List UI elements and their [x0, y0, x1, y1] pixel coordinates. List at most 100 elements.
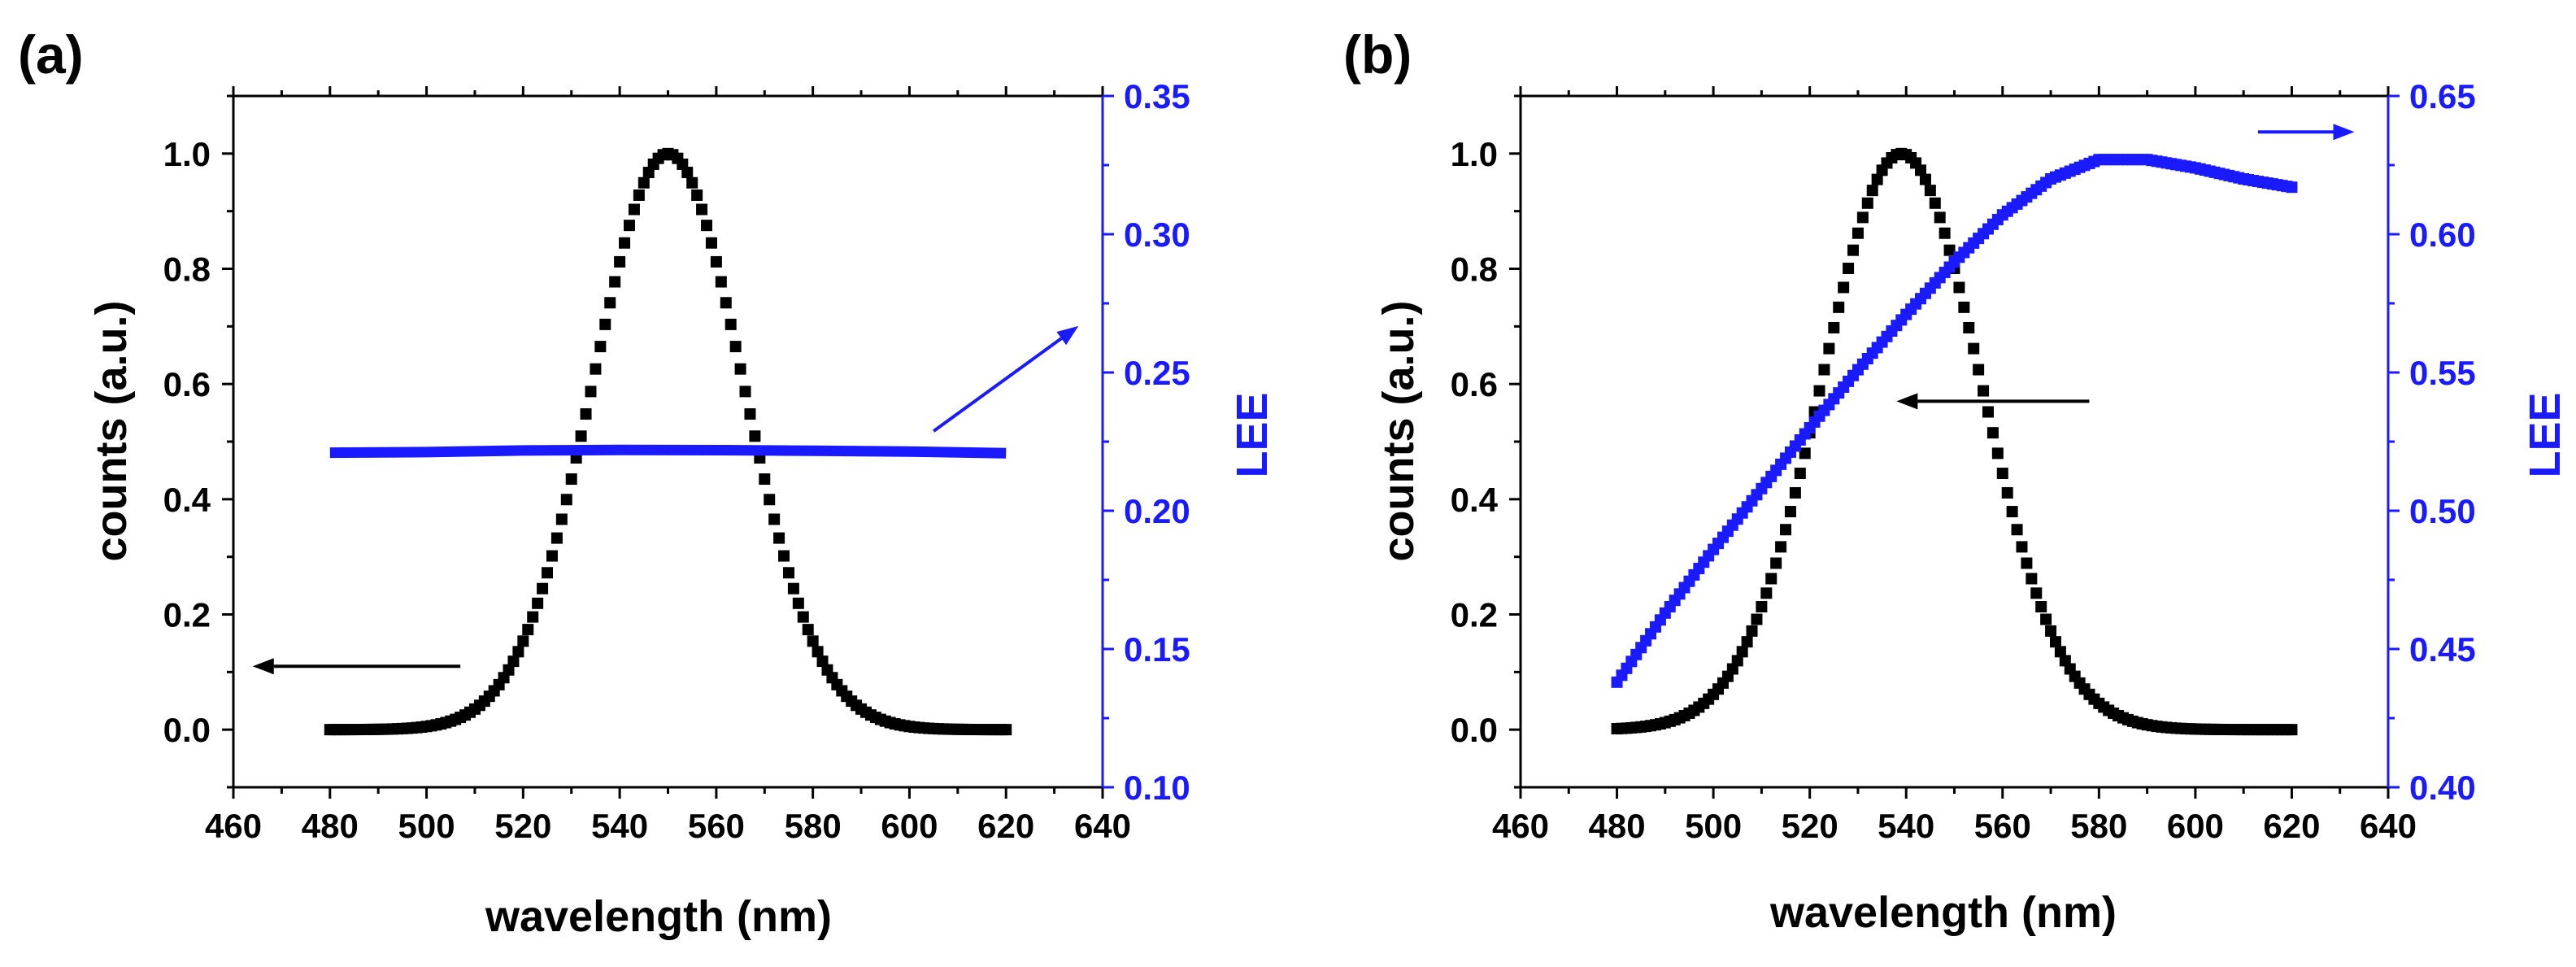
counts-point: [609, 276, 621, 288]
panel-label-b: (b): [1343, 24, 1412, 85]
y2-tick-label: 0.30: [1124, 216, 1190, 254]
counts-point: [1973, 364, 1985, 376]
plot-frame-b: [1519, 94, 2390, 789]
series-a: [324, 147, 1012, 736]
x-tick-label: 560: [688, 807, 745, 845]
counts-point: [1756, 601, 1768, 613]
counts-point: [715, 276, 727, 288]
y2-tick-label: 0.55: [2409, 354, 2476, 392]
counts-point: [2001, 486, 2013, 499]
counts-point: [1915, 164, 1927, 176]
counts-point: [1866, 185, 1878, 197]
counts-point: [1770, 557, 1782, 569]
x-tick-label: 640: [1074, 807, 1131, 845]
x-tick-label: 460: [1492, 807, 1549, 845]
counts-point: [1978, 385, 1990, 397]
y2-tick-label: 0.45: [2409, 630, 2476, 669]
y2-tick-label: 0.10: [1124, 769, 1190, 807]
counts-point: [1991, 447, 2004, 460]
y-tick-label: 0.6: [1451, 365, 1498, 403]
x-tick-label: 540: [591, 807, 648, 845]
counts-point: [720, 297, 732, 309]
x-tick-label: 480: [302, 807, 359, 845]
y2-axis-title-b: LEE: [2521, 392, 2569, 477]
counts-point: [1838, 281, 1850, 294]
y-ticks-b: 0.0 0.2 0.4 0.6 0.8 1.0: [1451, 94, 1521, 789]
counts-point: [2011, 524, 2023, 536]
counts-point: [1799, 447, 1811, 460]
y2-tick-label: 0.20: [1124, 492, 1190, 530]
counts-point: [1813, 385, 1825, 397]
x-tick-label: 540: [1878, 807, 1934, 845]
counts-point: [604, 297, 616, 309]
counts-point: [686, 176, 698, 189]
y2-tick-label: 0.40: [2409, 769, 2476, 807]
counts-point: [565, 473, 577, 486]
counts-point: [1963, 321, 1975, 333]
counts-point: [1958, 301, 1970, 313]
counts-point: [590, 363, 602, 375]
counts-point: [580, 407, 592, 420]
counts-point: [2286, 724, 2298, 736]
x-ticks-a: 460 480 500 520 540 560 580 600 620 640: [205, 86, 1131, 845]
arrow-head: [252, 658, 274, 675]
counts-point: [724, 318, 737, 330]
series-b: [1611, 147, 2298, 736]
counts-point: [773, 532, 785, 544]
y2-tick-label: 0.50: [2409, 492, 2476, 530]
counts-point: [1924, 185, 1936, 197]
counts-point: [782, 567, 794, 579]
counts-point: [1929, 197, 1941, 209]
x-tick-label: 620: [977, 807, 1034, 845]
counts-point: [614, 255, 626, 268]
counts-point: [550, 532, 563, 544]
counts-point: [1939, 227, 1951, 239]
counts-point: [734, 363, 746, 375]
counts-point: [802, 624, 814, 636]
counts-point: [1986, 427, 1999, 439]
y-axis-title-a: counts (a.u.): [87, 301, 136, 562]
counts-point: [2026, 573, 2038, 585]
y-tick-label: 0.0: [163, 711, 211, 749]
x-tick-label: 560: [1974, 807, 2031, 845]
counts-point: [812, 646, 824, 658]
counts-point: [2045, 625, 2057, 637]
counts-point: [546, 550, 558, 562]
counts-point: [1861, 197, 1873, 209]
counts-point: [2049, 636, 2061, 648]
counts-point: [2035, 601, 2047, 613]
y-tick-label: 0.4: [163, 481, 211, 519]
y-tick-label: 0.0: [1451, 711, 1498, 749]
counts-point: [1794, 468, 1806, 480]
counts-point: [1996, 468, 2008, 480]
counts-point: [1943, 244, 1956, 256]
y-tick-label: 0.4: [1451, 481, 1499, 519]
panel-label-a: (a): [18, 24, 84, 85]
x-tick-label: 580: [2070, 807, 2127, 845]
counts-point: [507, 656, 520, 668]
x-tick-label: 640: [2360, 807, 2417, 845]
counts-point: [729, 341, 742, 353]
x-tick-label: 620: [2263, 807, 2320, 845]
counts-point: [517, 635, 529, 647]
counts-point: [2040, 613, 2052, 625]
x-ticks-b: 460 480 500 520 540 560 580 600 620 640: [1492, 86, 2417, 845]
counts-point: [768, 513, 781, 525]
counts-point: [628, 203, 640, 216]
counts-point: [681, 167, 694, 179]
counts-point: [1780, 524, 1792, 536]
arrow-head: [1056, 325, 1079, 346]
counts-point: [542, 567, 554, 579]
counts-point: [1828, 321, 1840, 333]
arrow-head: [2333, 124, 2355, 141]
counts-point: [807, 635, 819, 647]
counts-point: [749, 430, 761, 442]
y2-tick-label: 0.15: [1124, 630, 1190, 669]
counts-point: [744, 407, 756, 420]
counts-point: [792, 597, 804, 609]
counts-point: [527, 611, 539, 623]
counts-point: [1856, 211, 1869, 224]
counts-point: [1934, 211, 1946, 224]
counts-point: [585, 385, 597, 398]
